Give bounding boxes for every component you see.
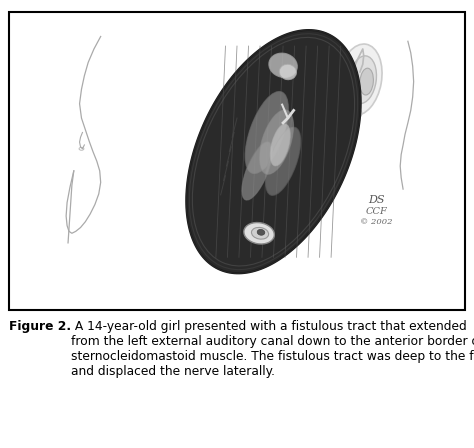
- Ellipse shape: [265, 127, 301, 195]
- Text: A 14-year-old girl presented with a fistulous tract that extended
from the left : A 14-year-old girl presented with a fist…: [71, 320, 474, 378]
- Ellipse shape: [242, 142, 273, 200]
- Text: Figure 2.: Figure 2.: [9, 320, 72, 333]
- Ellipse shape: [244, 223, 274, 244]
- Ellipse shape: [270, 124, 290, 166]
- Ellipse shape: [345, 107, 362, 120]
- Ellipse shape: [245, 91, 288, 173]
- Ellipse shape: [279, 65, 297, 80]
- Text: © 2002: © 2002: [360, 218, 392, 226]
- Ellipse shape: [269, 53, 297, 78]
- Text: DS: DS: [368, 195, 384, 205]
- Ellipse shape: [360, 68, 374, 95]
- Ellipse shape: [349, 56, 376, 103]
- Ellipse shape: [257, 229, 265, 235]
- Polygon shape: [186, 30, 361, 273]
- Ellipse shape: [259, 110, 293, 174]
- Text: CCF: CCF: [365, 207, 387, 215]
- Ellipse shape: [337, 44, 382, 115]
- Ellipse shape: [252, 228, 269, 239]
